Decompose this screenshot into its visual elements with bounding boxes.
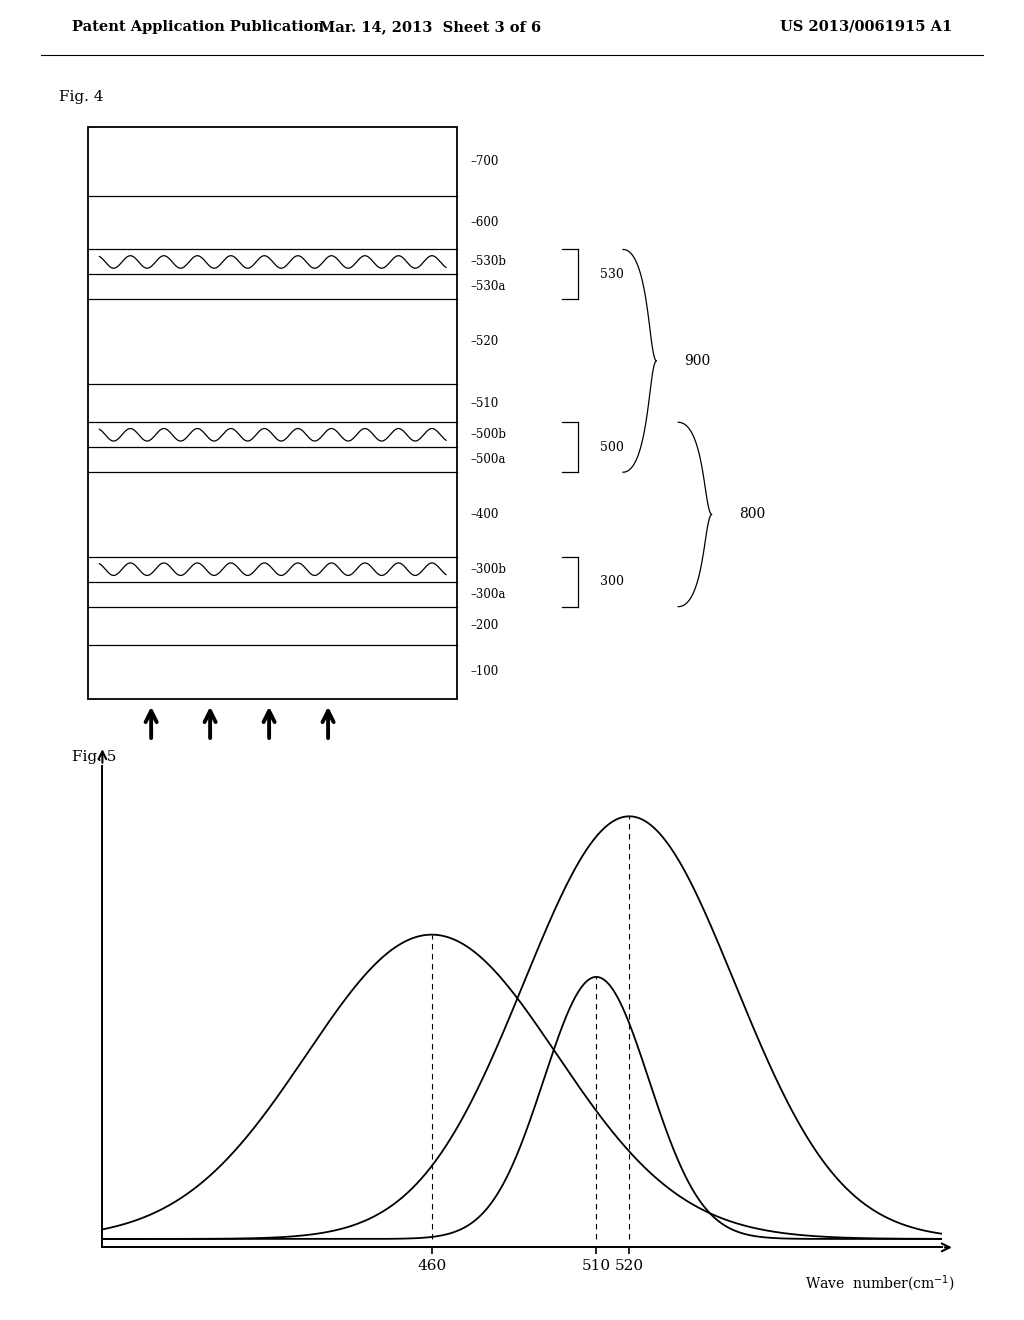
Text: Wave  number(cm$^{-1}$): Wave number(cm$^{-1}$) xyxy=(805,1274,954,1294)
Text: –400: –400 xyxy=(470,508,499,521)
Text: 500: 500 xyxy=(600,441,624,454)
Text: Mar. 14, 2013  Sheet 3 of 6: Mar. 14, 2013 Sheet 3 of 6 xyxy=(319,20,541,34)
Text: US 2013/0061915 A1: US 2013/0061915 A1 xyxy=(780,20,952,34)
Text: –200: –200 xyxy=(470,619,499,632)
Text: Patent Application Publication: Patent Application Publication xyxy=(72,20,324,34)
Text: Fig. 4: Fig. 4 xyxy=(59,90,103,103)
Text: 300: 300 xyxy=(600,576,625,589)
Text: 900: 900 xyxy=(684,354,711,368)
Text: –500a: –500a xyxy=(470,453,506,466)
Bar xyxy=(88,127,457,698)
Text: –600: –600 xyxy=(470,216,499,230)
Text: –100: –100 xyxy=(470,665,499,678)
Text: 530: 530 xyxy=(600,268,624,281)
Text: –510: –510 xyxy=(470,396,499,409)
Text: –300b: –300b xyxy=(470,562,507,576)
Text: –700: –700 xyxy=(470,154,499,168)
Text: –530a: –530a xyxy=(470,280,506,293)
Text: –300a: –300a xyxy=(470,587,506,601)
Text: –520: –520 xyxy=(470,335,499,348)
Text: 800: 800 xyxy=(739,507,766,521)
Text: –530b: –530b xyxy=(470,256,507,268)
Text: Fig. 5: Fig. 5 xyxy=(72,750,116,764)
Text: –500b: –500b xyxy=(470,428,507,441)
